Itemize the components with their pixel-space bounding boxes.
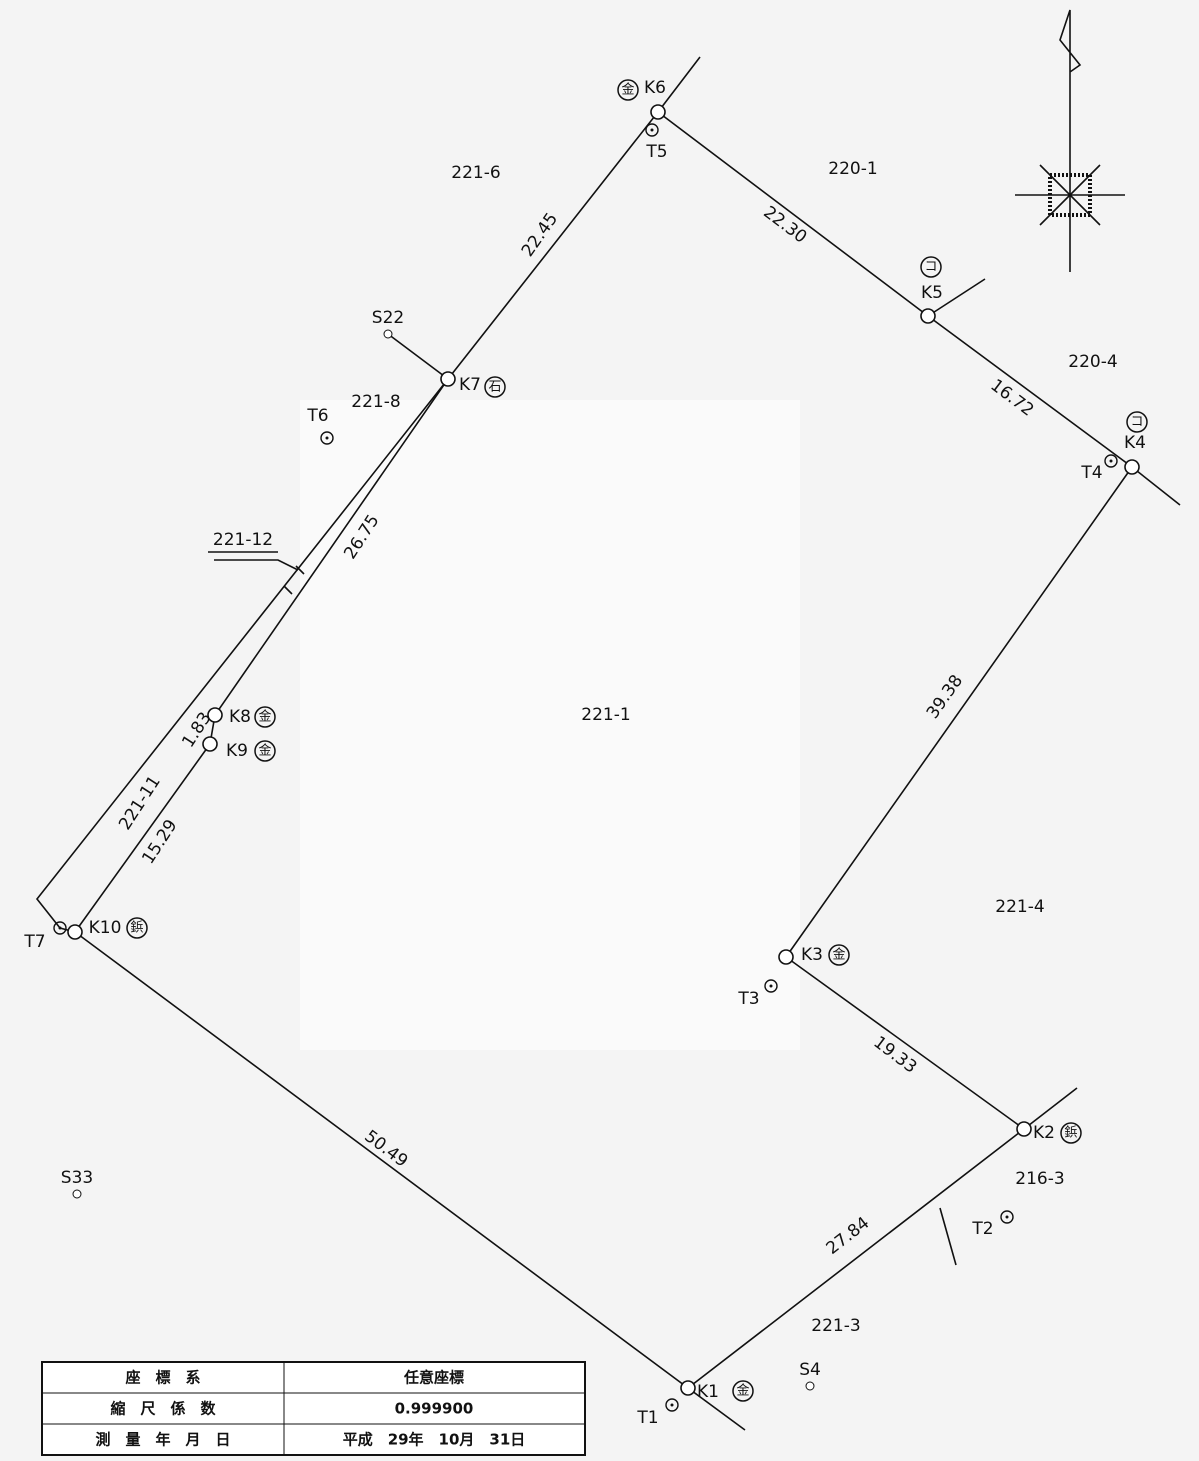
parcel-label: 216-3 — [1015, 1169, 1064, 1189]
table-cell: 0.999900 — [395, 1400, 474, 1418]
table-cell: 測 量 年 月 日 — [95, 1431, 230, 1449]
point-mark: 石 — [488, 380, 501, 395]
traverse-point — [320, 431, 334, 445]
boundary-point — [778, 949, 794, 965]
parcel-label: 221-12 — [213, 530, 273, 550]
parcel-label: 221-4 — [995, 897, 1044, 917]
point-label: K3 — [801, 945, 823, 965]
traverse-dot — [1109, 459, 1113, 463]
mark-circle — [828, 944, 850, 966]
north-arrow — [1015, 9, 1125, 272]
boundary-point — [920, 308, 936, 324]
mark-circle — [1060, 1122, 1082, 1144]
traverse-dot — [650, 128, 654, 132]
point-label: K7 — [459, 375, 481, 395]
other-label: S4 — [799, 1360, 821, 1380]
traverse-label: T4 — [1080, 463, 1102, 483]
point-label: K10 — [89, 918, 122, 938]
point-label: K1 — [697, 1382, 719, 1402]
traverse-point — [1104, 454, 1118, 468]
traverse-dot — [1005, 1215, 1009, 1219]
point-mark: 金 — [736, 1383, 749, 1399]
traverse-label: T3 — [737, 989, 759, 1009]
point-label: K9 — [226, 741, 248, 761]
other-point — [72, 1189, 82, 1199]
parcel-label: 220-4 — [1068, 352, 1117, 372]
boundary-point — [67, 924, 83, 940]
traverse-label: T5 — [645, 142, 667, 162]
traverse-point — [1000, 1210, 1014, 1224]
mark-circle — [617, 79, 639, 101]
boundary-point — [650, 104, 666, 120]
mark-circle — [126, 917, 148, 939]
traverse-point — [665, 1398, 679, 1412]
watermark — [300, 400, 800, 1050]
parcel-label: 221-1 — [581, 705, 630, 725]
parcel-label: 221-8 — [351, 392, 400, 412]
parcel-label: 220-1 — [828, 159, 877, 179]
parcel-label: 221-3 — [811, 1316, 860, 1336]
boundary-point — [202, 736, 218, 752]
point-mark: 金 — [832, 947, 845, 963]
traverse-label: T1 — [636, 1408, 658, 1428]
point-label: K6 — [644, 78, 666, 98]
boundary-point — [1124, 459, 1140, 475]
table-cell: 任意座標 — [403, 1369, 464, 1387]
traverse-point — [764, 979, 778, 993]
point-label: K5 — [921, 283, 943, 303]
point-label: K2 — [1033, 1123, 1055, 1143]
parcel-label: 221-6 — [451, 163, 500, 183]
traverse-label: T6 — [306, 406, 328, 426]
mark-circle — [254, 706, 276, 728]
boundary-point — [680, 1380, 696, 1396]
mark-circle — [254, 740, 276, 762]
traverse-point — [645, 123, 659, 137]
other-label: S33 — [61, 1168, 93, 1188]
boundary-point — [1016, 1121, 1032, 1137]
mark-circle — [732, 1380, 754, 1402]
other-point — [383, 329, 393, 339]
table-cell: 座 標 系 — [124, 1369, 200, 1387]
point-mark: 金 — [621, 82, 634, 98]
point-mark: 鋲 — [130, 921, 143, 936]
traverse-point — [53, 921, 67, 935]
boundary-point — [440, 371, 456, 387]
point-mark: 鋲 — [1064, 1126, 1077, 1141]
mark-circle — [484, 376, 506, 398]
traverse-dot — [769, 984, 773, 988]
point-mark: 金 — [258, 743, 271, 759]
mark-circle — [1126, 411, 1148, 433]
traverse-label: T2 — [971, 1219, 993, 1239]
point-mark: 金 — [258, 709, 271, 725]
other-label: S22 — [372, 308, 404, 328]
other-point — [805, 1381, 815, 1391]
boundary-point — [207, 707, 223, 723]
traverse-label: T7 — [23, 932, 45, 952]
traverse-dot — [670, 1403, 674, 1407]
point-label: K4 — [1124, 433, 1146, 453]
table-border — [41, 1361, 586, 1456]
table-cell: 平成 29年 10月 31日 — [343, 1431, 526, 1449]
traverse-dot — [58, 926, 62, 930]
traverse-dot — [325, 436, 329, 440]
point-label: K8 — [229, 707, 251, 727]
mark-circle — [920, 256, 942, 278]
table-cell: 縮 尺 係 数 — [110, 1400, 216, 1418]
point-mark: コ — [924, 260, 937, 275]
point-mark: コ — [1130, 415, 1143, 430]
